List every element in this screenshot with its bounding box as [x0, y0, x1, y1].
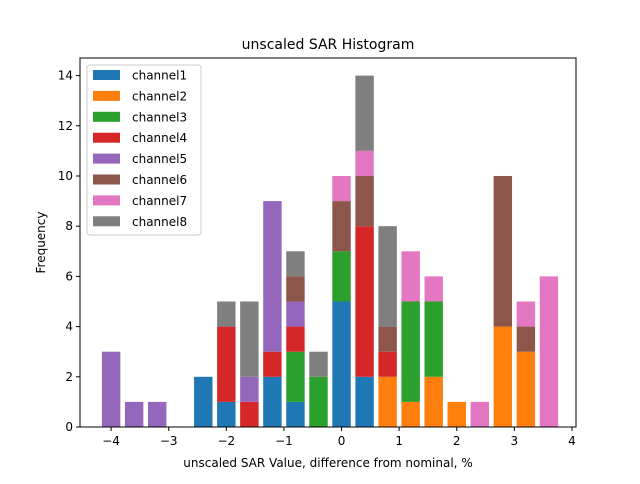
- x-tick-label: −2: [217, 434, 235, 448]
- bar-channel4-bin-8: [286, 326, 305, 352]
- bar-channel2-bin-15: [447, 401, 466, 427]
- legend-swatch-channel5: [93, 153, 120, 164]
- bar-channel7-bin-13: [401, 251, 420, 302]
- bars-group: [101, 75, 559, 427]
- bar-channel7-bin-18: [516, 301, 536, 327]
- x-axis-label: unscaled SAR Value, difference from nomi…: [183, 456, 472, 470]
- bar-channel4-bin-11: [355, 226, 374, 377]
- x-axis-ticks: −4 −3 −2 −1 0 1 2 3 4: [102, 427, 576, 448]
- bar-channel4-bin-7: [263, 351, 282, 377]
- bar-channel7-bin-10: [332, 175, 351, 202]
- bar-channel3-bin-13: [401, 301, 420, 402]
- legend-label-channel2: channel2: [132, 89, 187, 103]
- y-tick-label: 10: [58, 169, 73, 183]
- legend-label-channel7: channel7: [132, 194, 187, 208]
- legend-label-channel3: channel3: [132, 110, 187, 124]
- x-tick-label: 4: [568, 434, 576, 448]
- axes-frame: [79, 57, 577, 428]
- bar-channel5-bin-0: [101, 351, 121, 427]
- bar-channel8-bin-5: [217, 301, 236, 327]
- legend-swatch-channel3: [93, 111, 120, 122]
- bar-channel2-bin-13: [401, 401, 420, 427]
- x-tick-label: −3: [160, 434, 178, 448]
- bar-channel3-bin-14: [424, 301, 443, 377]
- bar-channel3-bin-10: [332, 251, 351, 302]
- bar-channel7-bin-11: [355, 150, 374, 176]
- y-tick-label: 6: [65, 269, 73, 283]
- y-tick-label: 12: [58, 119, 73, 133]
- bar-channel1-bin-5: [217, 401, 236, 427]
- legend-swatch-channel7: [93, 195, 120, 206]
- bar-channel1-bin-4: [194, 376, 213, 427]
- bar-channel8-bin-6: [240, 301, 259, 377]
- legend-label-channel8: channel8: [132, 215, 187, 229]
- bar-channel6-bin-8: [286, 276, 305, 302]
- bar-channel6-bin-12: [378, 326, 397, 352]
- legend-label-channel5: channel5: [132, 152, 187, 166]
- legend-box: [86, 64, 202, 236]
- bar-channel5-bin-2: [147, 401, 167, 427]
- bar-channel2-bin-18: [516, 351, 536, 427]
- bar-channel4-bin-6: [240, 401, 259, 427]
- bar-channel4-bin-12: [378, 351, 397, 377]
- bar-channel6-bin-11: [355, 175, 374, 227]
- legend-swatch-channel4: [93, 132, 120, 143]
- bar-channel5-bin-8: [286, 301, 305, 327]
- y-tick-label: 2: [65, 370, 73, 384]
- bar-channel1-bin-10: [332, 301, 351, 427]
- bar-channel5-bin-6: [240, 376, 259, 402]
- y-tick-label: 14: [58, 69, 73, 83]
- bar-channel8-bin-9: [309, 351, 328, 377]
- bar-channel7-bin-16: [470, 401, 490, 427]
- y-axis-label: Frequency: [34, 212, 48, 274]
- bar-channel2-bin-14: [424, 376, 443, 427]
- legend-swatch-channel2: [93, 90, 120, 101]
- bar-channel5-bin-7: [263, 201, 282, 352]
- x-tick-label: 0: [338, 434, 346, 448]
- x-tick-label: −1: [275, 434, 293, 448]
- legend-label-channel6: channel6: [132, 173, 187, 187]
- bar-channel5-bin-1: [124, 401, 144, 427]
- legend-label-channel1: channel1: [132, 69, 187, 83]
- bar-channel6-bin-17: [493, 175, 513, 327]
- legend-label-channel4: channel4: [132, 131, 187, 145]
- bar-channel8-bin-8: [286, 251, 305, 277]
- bar-channel8-bin-12: [378, 226, 397, 327]
- bar-channel6-bin-10: [332, 201, 351, 252]
- legend-swatch-channel8: [93, 216, 120, 227]
- bar-channel1-bin-11: [355, 376, 374, 427]
- y-tick-label: 0: [65, 420, 73, 434]
- legend-swatch-channel6: [93, 174, 120, 185]
- bar-channel1-bin-8: [286, 401, 305, 427]
- bar-channel8-bin-11: [355, 75, 374, 151]
- bar-channel2-bin-17: [493, 326, 513, 427]
- bar-channel7-bin-19: [539, 276, 559, 427]
- legend-swatch-channel1: [93, 70, 120, 80]
- bar-channel7-bin-14: [424, 276, 443, 302]
- bar-channel3-bin-8: [286, 351, 305, 402]
- bar-channel3-bin-9: [309, 376, 328, 427]
- chart-title: unscaled SAR Histogram: [242, 37, 415, 53]
- bar-channel4-bin-5: [217, 326, 236, 402]
- bar-channel6-bin-18: [516, 326, 536, 352]
- bar-channel2-bin-12: [378, 376, 397, 427]
- y-tick-label: 8: [65, 219, 73, 233]
- bar-channel1-bin-7: [263, 376, 282, 427]
- x-tick-label: 2: [453, 434, 461, 448]
- x-tick-label: −4: [102, 434, 120, 448]
- y-axis-ticks: 0 2 4 6 8 10 12 14: [58, 69, 80, 434]
- y-tick-label: 4: [65, 320, 73, 334]
- x-tick-label: 3: [511, 434, 519, 448]
- legend: channel1 channel2 channel3 channel4 channel5…: [86, 64, 202, 236]
- x-tick-label: 1: [395, 434, 403, 448]
